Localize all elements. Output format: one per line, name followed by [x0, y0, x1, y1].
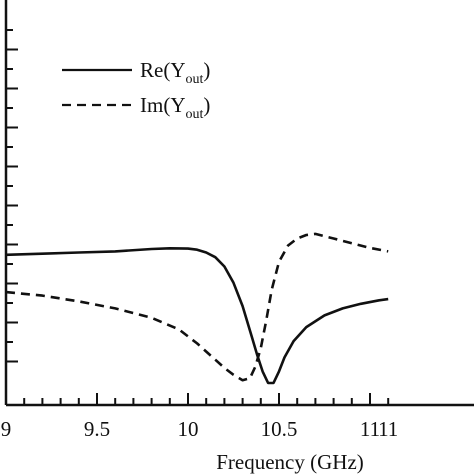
x-tick-label: 10.5 — [261, 417, 298, 441]
x-axis-title: Frequency (GHz) — [216, 450, 364, 474]
legend-label-subscript: out — [186, 107, 204, 122]
x-tick-label: 9 — [1, 417, 12, 441]
plot-frame — [4, 0, 474, 407]
x-tick-label: 9.5 — [84, 417, 110, 441]
legend-label-suffix: ) — [203, 58, 210, 82]
series-layer — [5, 232, 389, 385]
legend-label-main: Re(Y — [140, 58, 186, 82]
x-axis-ticks — [5, 393, 390, 405]
legend-label-subscript: out — [186, 72, 204, 87]
legend-label-main: Im(Y — [140, 93, 186, 117]
series-line-re — [5, 247, 389, 385]
x-tick-label: 11 — [378, 417, 398, 441]
x-tick-label: 11 — [360, 417, 380, 441]
legend-label-suffix: ) — [203, 93, 210, 117]
series-line-im — [5, 232, 389, 382]
legend: Re(Yout)Im(Yout) — [62, 58, 210, 122]
x-tick-label: 10 — [178, 417, 199, 441]
legend-label: Im(Yout) — [140, 93, 210, 122]
y-axis-ticks — [6, 29, 18, 363]
legend-label: Re(Yout) — [140, 58, 210, 87]
